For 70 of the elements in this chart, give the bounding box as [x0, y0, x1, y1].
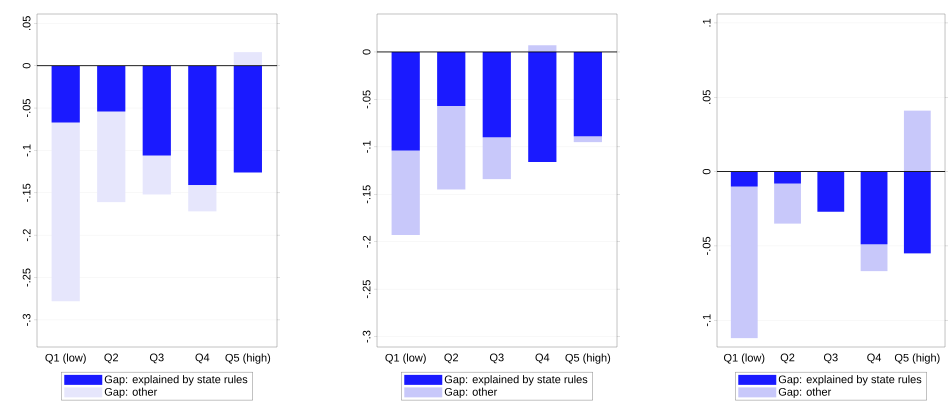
- bar: [730, 172, 758, 186]
- legend-label: Gap: explained by state rules: [104, 375, 248, 386]
- y-tick-label: 0: [22, 63, 30, 68]
- x-tick-label: Q4: [536, 354, 550, 364]
- bar: [188, 66, 216, 186]
- y-tick-label: -.3: [22, 314, 30, 326]
- y-tick-label: 0: [362, 49, 370, 55]
- bar: [52, 66, 80, 122]
- bar: [482, 137, 511, 180]
- bar: [774, 172, 801, 184]
- bar: [234, 66, 262, 172]
- bar: [482, 52, 511, 138]
- y-tick-label: .05: [702, 90, 710, 104]
- bar: [574, 136, 602, 142]
- x-tick-label: Q5 (high): [565, 354, 610, 364]
- bar: [904, 172, 931, 254]
- y-tick-label: -.05: [22, 99, 30, 118]
- bar: [52, 122, 80, 302]
- y-tick-label: -.3: [362, 330, 370, 342]
- bar: [860, 172, 888, 244]
- x-tick-label: Q3: [490, 354, 504, 364]
- bar: [234, 52, 262, 66]
- y-tick-label: -.05: [702, 236, 710, 255]
- x-tick-label: Q5 (high): [894, 354, 940, 364]
- y-tick-label: -.2: [22, 229, 30, 242]
- x-tick-label: Q4: [867, 354, 882, 364]
- x-tick-label: Q2: [780, 354, 794, 364]
- bar: [142, 156, 171, 194]
- bar: [142, 66, 171, 156]
- y-tick-label: -.25: [362, 280, 370, 298]
- y-tick-label: 0: [702, 168, 710, 174]
- x-tick-label: Q2: [444, 354, 458, 364]
- x-tick-label: Q3: [824, 354, 838, 364]
- y-tick-label: -.1: [702, 314, 710, 326]
- bar: [574, 52, 602, 136]
- y-tick-label: -.05: [362, 90, 370, 108]
- bar: [904, 110, 931, 172]
- bar: [817, 172, 844, 212]
- x-tick-label: Q1 (low): [724, 354, 764, 364]
- x-tick-label: Q3: [150, 354, 164, 364]
- x-tick-label: Q5 (high): [225, 354, 270, 364]
- legend-label: Gap: other: [444, 388, 498, 398]
- bar: [528, 52, 556, 162]
- bar: [528, 45, 556, 52]
- x-tick-label: Q4: [196, 354, 210, 364]
- bar: [774, 183, 801, 224]
- bar: [392, 52, 420, 151]
- y-tick-label: .05: [22, 16, 30, 30]
- bar: [188, 185, 216, 212]
- y-tick-label: -.15: [362, 185, 370, 204]
- bar: [97, 111, 126, 202]
- bar: [97, 66, 126, 112]
- bar: [437, 52, 466, 106]
- legend-label: Gap: explained by state rules: [444, 375, 588, 386]
- y-tick-label: -.2: [362, 236, 370, 248]
- legend-label: Gap: other: [104, 388, 158, 398]
- y-tick-label: .1: [702, 18, 710, 26]
- x-tick-label: Q1 (low): [385, 354, 426, 364]
- legend-label: Gap: explained by state rules: [778, 375, 922, 386]
- y-tick-label: -.15: [22, 184, 30, 202]
- y-tick-label: -.25: [22, 268, 30, 287]
- bar: [730, 186, 758, 338]
- y-tick-label: -.1: [22, 144, 30, 156]
- bar: [860, 244, 888, 272]
- bar: [437, 106, 466, 190]
- x-tick-label: Q2: [104, 354, 118, 364]
- legend-label: Gap: other: [778, 388, 832, 398]
- y-tick-label: -.1: [362, 140, 370, 153]
- x-tick-label: Q1 (low): [45, 354, 86, 364]
- bar: [392, 150, 420, 236]
